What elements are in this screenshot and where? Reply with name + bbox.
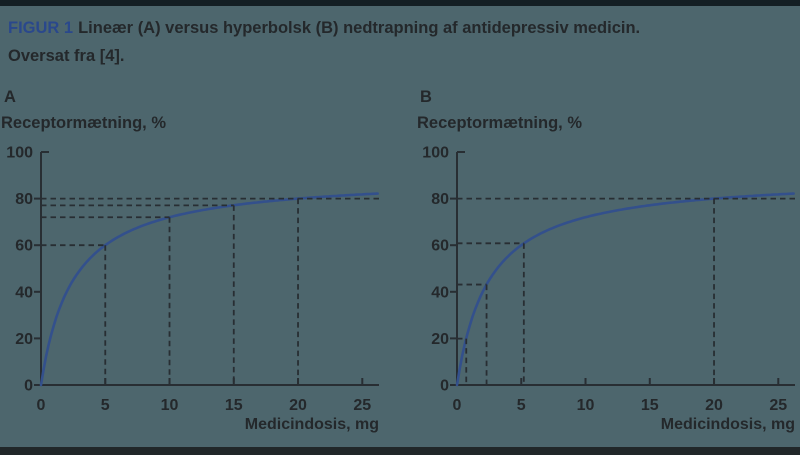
y-tick-label: 60	[15, 238, 33, 255]
x-axis-title: Medicindosis, mg	[245, 416, 379, 433]
x-tick-label: 10	[577, 397, 595, 414]
x-tick-label: 20	[705, 397, 723, 414]
y-tick-label: 100	[6, 145, 33, 162]
panel-label-a: A	[4, 88, 16, 106]
y-tick-label: 40	[15, 284, 33, 301]
y-tick-label: 0	[440, 378, 449, 395]
axes	[40, 152, 379, 386]
x-tick-label: 25	[769, 397, 787, 414]
y-tick-label: 20	[15, 331, 33, 348]
y-tick-label: 20	[431, 331, 449, 348]
receptor-saturation-curve	[455, 192, 795, 387]
axes	[456, 152, 795, 386]
x-tick-label: 0	[37, 397, 46, 414]
receptor-saturation-curve	[39, 192, 379, 387]
x-tick-label: 15	[641, 397, 659, 414]
y-tick-label: 80	[431, 191, 449, 208]
y-tick-label: 40	[431, 284, 449, 301]
x-tick-label: 5	[101, 397, 110, 414]
figure-caption: FIGUR 1 Lineær (A) versus hyperbolsk (B) …	[8, 14, 788, 70]
y-tick-label: 80	[15, 191, 33, 208]
x-axis-title: Medicindosis, mg	[661, 416, 795, 433]
y-axis-title-b: Receptormætning, %	[417, 114, 583, 132]
top-accent-bar	[0, 0, 800, 6]
panel-label-b: B	[420, 88, 432, 106]
caption-text: Lineær (A) versus hyperbolsk (B) nedtrap…	[78, 19, 641, 37]
x-tick-label: 0	[453, 397, 462, 414]
x-tick-label: 15	[225, 397, 243, 414]
x-tick-label: 20	[289, 397, 307, 414]
figure-number: FIGUR 1	[8, 19, 74, 37]
y-tick-label: 100	[422, 145, 449, 162]
caption-line-2: Oversat fra [4].	[8, 47, 125, 65]
chart-panel-b: B Receptormætning, % 0 20 40 60 80 100 0 5 10 15 2…	[417, 85, 800, 450]
y-axis-title-a: Receptormætning, %	[1, 114, 167, 132]
x-tick-label: 10	[161, 397, 179, 414]
caption-line-1: FIGUR 1 Lineær (A) versus hyperbolsk (B) …	[8, 14, 788, 42]
x-tick-label: 5	[517, 397, 526, 414]
y-tick-label: 60	[431, 238, 449, 255]
x-tick-label: 25	[353, 397, 371, 414]
bottom-accent-bar	[0, 447, 800, 455]
chart-a-plot: 0 20 40 60 80 100 0 5 10 15 20 25 Medicindosis, mg	[6, 145, 379, 433]
chart-b-plot: 0 20 40 60 80 100 0 5 10 15 20 25 Medicindosis, mg	[422, 145, 795, 433]
chart-panel-a: A Receptormætning, % 0 20 40 60 80 100 0 5 10 15 2…	[1, 85, 401, 450]
y-tick-label: 0	[24, 378, 33, 395]
